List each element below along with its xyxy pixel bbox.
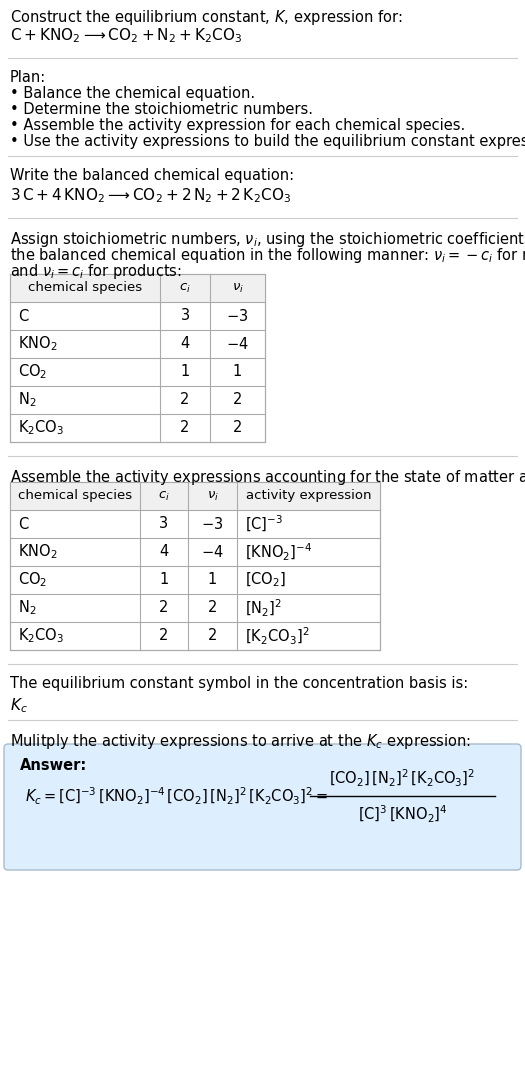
Text: 2: 2 [159, 600, 169, 615]
Text: chemical species: chemical species [28, 281, 142, 294]
Bar [10, 274, 265, 442]
Text: $[\mathrm{K_2CO_3}]^2$: $[\mathrm{K_2CO_3}]^2$ [245, 626, 310, 646]
Text: Construct the equilibrium constant, $K$, expression for:: Construct the equilibrium constant, $K$,… [10, 7, 403, 27]
Text: 4: 4 [181, 336, 190, 352]
Text: activity expression: activity expression [246, 489, 371, 503]
Text: 3: 3 [181, 308, 190, 323]
Text: $\mathrm{K_2CO_3}$: $\mathrm{K_2CO_3}$ [18, 627, 64, 645]
Text: The equilibrium constant symbol in the concentration basis is:: The equilibrium constant symbol in the c… [10, 676, 468, 691]
Text: 3: 3 [160, 517, 169, 532]
Text: $\nu_i$: $\nu_i$ [206, 489, 218, 503]
Text: the balanced chemical equation in the following manner: $\nu_i = -c_i$ for react: the balanced chemical equation in the fo… [10, 246, 525, 265]
Bar [10, 274, 265, 302]
Text: $K_c = [\mathrm{C}]^{-3}\,[\mathrm{KNO_2}]^{-4}\,[\mathrm{CO_2}]\,[\mathrm{N_2}]: $K_c = [\mathrm{C}]^{-3}\,[\mathrm{KNO_2… [25, 785, 328, 807]
Text: • Assemble the activity expression for each chemical species.: • Assemble the activity expression for e… [10, 118, 465, 133]
Text: $-4$: $-4$ [226, 336, 249, 352]
Text: $\mathrm{KNO_2}$: $\mathrm{KNO_2}$ [18, 542, 58, 562]
Text: 2: 2 [233, 421, 242, 435]
Text: $[\mathrm{CO_2}]$: $[\mathrm{CO_2}]$ [245, 570, 286, 590]
Text: • Balance the chemical equation.: • Balance the chemical equation. [10, 86, 255, 101]
Text: $[\mathrm{C}]^3\,[\mathrm{KNO_2}]^4$: $[\mathrm{C}]^3\,[\mathrm{KNO_2}]^4$ [358, 804, 447, 825]
Text: $\mathrm{C}$: $\mathrm{C}$ [18, 516, 29, 532]
Text: $[\mathrm{KNO_2}]^{-4}$: $[\mathrm{KNO_2}]^{-4}$ [245, 541, 312, 563]
Text: $-3$: $-3$ [226, 308, 249, 324]
Text: $[\mathrm{CO_2}]\,[\mathrm{N_2}]^2\,[\mathrm{K_2CO_3}]^2$: $[\mathrm{CO_2}]\,[\mathrm{N_2}]^2\,[\ma… [330, 767, 476, 789]
Text: and $\nu_i = c_i$ for products:: and $\nu_i = c_i$ for products: [10, 262, 182, 281]
Text: $c_i$: $c_i$ [158, 489, 170, 503]
Text: $c_i$: $c_i$ [179, 281, 191, 294]
Text: chemical species: chemical species [18, 489, 132, 503]
Text: 2: 2 [208, 600, 217, 615]
Text: Answer:: Answer: [20, 758, 87, 773]
Text: Mulitply the activity expressions to arrive at the $K_c$ expression:: Mulitply the activity expressions to arr… [10, 732, 471, 751]
Text: $[\mathrm{N_2}]^2$: $[\mathrm{N_2}]^2$ [245, 597, 282, 618]
Bar [10, 482, 380, 510]
Text: 2: 2 [180, 393, 190, 408]
Text: 1: 1 [160, 572, 169, 587]
Text: $\nu_i$: $\nu_i$ [232, 281, 244, 294]
Text: Write the balanced chemical equation:: Write the balanced chemical equation: [10, 168, 294, 183]
Text: $\mathrm{K_2CO_3}$: $\mathrm{K_2CO_3}$ [18, 418, 64, 438]
Text: • Determine the stoichiometric numbers.: • Determine the stoichiometric numbers. [10, 102, 313, 117]
Text: $\mathrm{C}$: $\mathrm{C}$ [18, 308, 29, 324]
Text: $\mathrm{N_2}$: $\mathrm{N_2}$ [18, 598, 37, 617]
Text: $\mathrm{CO_2}$: $\mathrm{CO_2}$ [18, 570, 47, 590]
Text: Assign stoichiometric numbers, $\nu_i$, using the stoichiometric coefficients, $: Assign stoichiometric numbers, $\nu_i$, … [10, 230, 525, 249]
FancyBboxPatch shape [4, 744, 521, 870]
Text: $\mathrm{N_2}$: $\mathrm{N_2}$ [18, 391, 37, 410]
Text: 1: 1 [181, 365, 190, 380]
Text: Plan:: Plan: [10, 70, 46, 85]
Text: 2: 2 [233, 393, 242, 408]
Text: 2: 2 [180, 421, 190, 435]
Text: $-3$: $-3$ [202, 516, 224, 532]
Text: $\mathrm{CO_2}$: $\mathrm{CO_2}$ [18, 363, 47, 381]
Text: $\mathrm{C + KNO_2 \longrightarrow CO_2 + N_2 + K_2CO_3}$: $\mathrm{C + KNO_2 \longrightarrow CO_2 … [10, 26, 243, 45]
Text: $K_c$: $K_c$ [10, 696, 28, 715]
Text: $\mathrm{3\,C + 4\,KNO_2 \longrightarrow CO_2 + 2\,N_2 + 2\,K_2CO_3}$: $\mathrm{3\,C + 4\,KNO_2 \longrightarrow… [10, 186, 291, 204]
Text: 1: 1 [233, 365, 242, 380]
Text: $\mathrm{KNO_2}$: $\mathrm{KNO_2}$ [18, 335, 58, 353]
Text: 2: 2 [159, 628, 169, 643]
Text: 1: 1 [208, 572, 217, 587]
Text: • Use the activity expressions to build the equilibrium constant expression.: • Use the activity expressions to build … [10, 134, 525, 149]
Text: 2: 2 [208, 628, 217, 643]
Text: $-4$: $-4$ [201, 544, 224, 560]
Text: Assemble the activity expressions accounting for the state of matter and $\nu_i$: Assemble the activity expressions accoun… [10, 468, 525, 487]
Text: 4: 4 [160, 545, 169, 560]
Bar [10, 482, 380, 649]
Text: $[\mathrm{C}]^{-3}$: $[\mathrm{C}]^{-3}$ [245, 514, 283, 534]
